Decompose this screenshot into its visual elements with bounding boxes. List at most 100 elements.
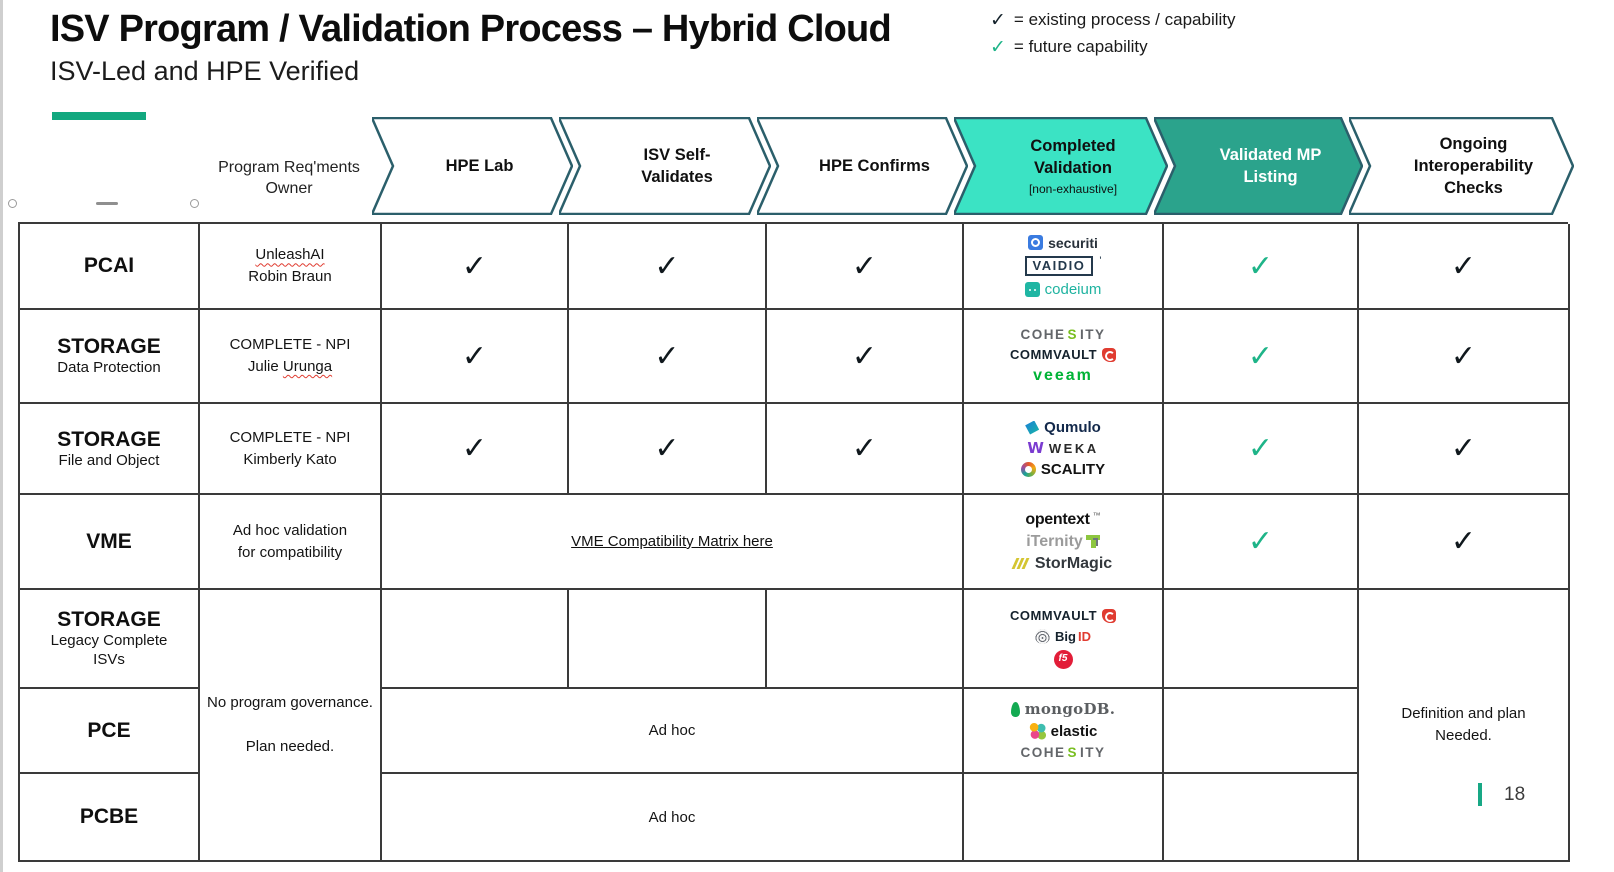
check-icon: ✓ (990, 35, 1006, 58)
iternity-logo: iTernity (1026, 533, 1100, 550)
cell-pcai-ongoing: ✓ (1359, 224, 1570, 310)
accent-bar (52, 112, 146, 120)
commvault-logo: COMMVAULT (1010, 608, 1117, 623)
row-storage-dp-owner: COMPLETE - NPI Julie Urunga (200, 310, 382, 404)
weka-logo: W WEKA (1027, 439, 1099, 457)
cell-storage-dp-self-validates: ✓ (569, 310, 767, 404)
stage-label-hpe-confirms: HPE Confirms (819, 156, 930, 175)
f5-logo: f5 (1053, 649, 1073, 669)
stage-label-completed-validation: Completed Validation [non-exhaustive] (1028, 137, 1118, 196)
vaidio-logo: VAIDIO ' (1024, 256, 1101, 276)
stage-label-validated-mp-listing: Validated MP Listing (1219, 145, 1322, 186)
cohesity-logo: COHE S ITY (1020, 327, 1106, 343)
cell-storage-dp-confirms: ✓ (767, 310, 964, 404)
stage-chevron-isv-self-validates[interactable] (559, 117, 771, 215)
stage-note: [non-exhaustive] (1028, 181, 1118, 196)
scality-icon (1020, 462, 1036, 477)
elastic-logo: elastic (1028, 722, 1097, 740)
cell-pce-adhoc: Ad hoc (382, 689, 964, 774)
commvault-icon (1102, 608, 1117, 623)
cell-pcai-hpe-lab: ✓ (382, 224, 569, 310)
stage-label-isv-self-validates: ISV Self- Validates (641, 145, 713, 186)
selection-handle[interactable] (96, 202, 118, 205)
cell-vme-mp-listing: ✓ (1164, 495, 1359, 590)
row-storage-legacy-category: STORAGE Legacy Complete ISVs (20, 590, 200, 689)
cell-owner-merged-note: No program governance. Plan needed. (200, 590, 382, 862)
stage-chevron-validated-mp-listing[interactable] (1154, 117, 1363, 215)
legend: ✓ = existing process / capability ✓ = fu… (990, 6, 1236, 60)
elastic-icon (1028, 722, 1046, 740)
cell-legacy-logos: COMMVAULT Big ID f5 (964, 590, 1164, 689)
stage-chevron-completed-validation[interactable] (954, 117, 1168, 215)
stage-chevron-hpe-lab[interactable] (372, 117, 573, 215)
page-subtitle: ISV-Led and HPE Verified (50, 56, 360, 86)
mongodb-leaf-icon (1010, 701, 1020, 717)
bigid-fingerprint-icon (1035, 628, 1051, 644)
legend-existing: ✓ = existing process / capability (990, 6, 1236, 33)
selection-handle[interactable] (8, 199, 17, 208)
cohesity-logo: COHE S ITY (1020, 744, 1106, 760)
cell-legacy-hpe-lab-empty (382, 590, 569, 689)
row-storage-fo-category: STORAGE File and Object (20, 404, 200, 495)
slide-page-number: 18 (1478, 783, 1525, 806)
legend-existing-label: = existing process / capability (1013, 9, 1236, 29)
row-pcbe-category: PCBE (20, 774, 200, 862)
cell-storage-fo-mp-listing: ✓ (1164, 404, 1359, 495)
cell-storage-fo-confirms: ✓ (767, 404, 964, 495)
cell-storage-fo-hpe-lab: ✓ (382, 404, 569, 495)
row-pce-category: PCE (20, 689, 200, 774)
row-storage-dp-category: STORAGE Data Protection (20, 310, 200, 404)
scality-logo: SCALITY (1020, 462, 1105, 477)
iternity-icon (1085, 534, 1100, 549)
vme-compatibility-matrix-link[interactable]: VME Compatibility Matrix here (571, 533, 773, 550)
qumulo-icon (1025, 420, 1040, 435)
page-title: ISV Program / Validation Process – Hybri… (50, 8, 892, 50)
bigid-logo: Big ID (1035, 628, 1091, 644)
securiti-icon (1028, 235, 1044, 250)
cell-storage-dp-logos: COHE S ITY COMMVAULT veeam (964, 310, 1164, 404)
weka-icon: W (1027, 439, 1044, 457)
codeium-logo: codeium (1024, 282, 1101, 297)
page-number-accent-bar (1478, 783, 1482, 806)
check-icon: ✓ (990, 8, 1006, 31)
legend-future: ✓ = future capability (990, 33, 1236, 60)
cell-storage-dp-mp-listing: ✓ (1164, 310, 1359, 404)
stage-chevron-hpe-confirms[interactable] (757, 117, 968, 215)
cell-pcai-mp-listing: ✓ (1164, 224, 1359, 310)
mongodb-logo: mongoDB. (1010, 701, 1116, 717)
cell-vme-ongoing: ✓ (1359, 495, 1570, 590)
cell-pce-logos: mongoDB. elastic COHE S ITY (964, 689, 1164, 774)
cell-pcai-self-validates: ✓ (569, 224, 767, 310)
row-storage-fo-owner: COMPLETE - NPI Kimberly Kato (200, 404, 382, 495)
stormagic-logo: StorMagic (1014, 555, 1112, 572)
cell-storage-fo-self-validates: ✓ (569, 404, 767, 495)
securiti-logo: securiti (1028, 235, 1098, 250)
legend-future-label: = future capability (1013, 36, 1148, 56)
cell-legacy-mp-listing-empty (1164, 590, 1359, 689)
cell-pcai-logos: securiti VAIDIO ' codeium (964, 224, 1164, 310)
qumulo-logo: Qumulo (1025, 420, 1101, 435)
validation-table: PCAI UnleashAI Robin Braun ✓ ✓ ✓ securit… (18, 222, 1570, 862)
cell-legacy-confirms-empty (767, 590, 964, 689)
stage-label-hpe-lab: HPE Lab (445, 156, 514, 175)
cell-pcbe-mp-listing-empty (1164, 774, 1359, 862)
row-vme-owner: Ad hoc validation for compatibility (200, 495, 382, 590)
row-pcai-owner: UnleashAI Robin Braun (200, 224, 382, 310)
cell-pcbe-adhoc: Ad hoc (382, 774, 964, 862)
cell-storage-fo-ongoing: ✓ (1359, 404, 1570, 495)
owner-column-header: Program Req'ments Owner (218, 159, 360, 197)
stormagic-icon (1014, 557, 1030, 570)
cell-storage-dp-ongoing: ✓ (1359, 310, 1570, 404)
stage-chevron-ongoing-interop[interactable] (1349, 117, 1574, 215)
selection-handle[interactable] (190, 199, 199, 208)
row-vme-category: VME (20, 495, 200, 590)
cell-pcai-confirms: ✓ (767, 224, 964, 310)
cell-vme-compatibility-link: VME Compatibility Matrix here (382, 495, 964, 590)
cell-legacy-self-validates-empty (569, 590, 767, 689)
veeam-logo: veeam (1033, 366, 1093, 384)
slide-edge (0, 0, 3, 872)
f5-icon: f5 (1053, 649, 1073, 669)
cell-pce-mp-listing-empty (1164, 689, 1359, 774)
cell-ongoing-merged-note: Definition and plan Needed. (1359, 590, 1570, 862)
commvault-logo: COMMVAULT (1010, 347, 1117, 362)
